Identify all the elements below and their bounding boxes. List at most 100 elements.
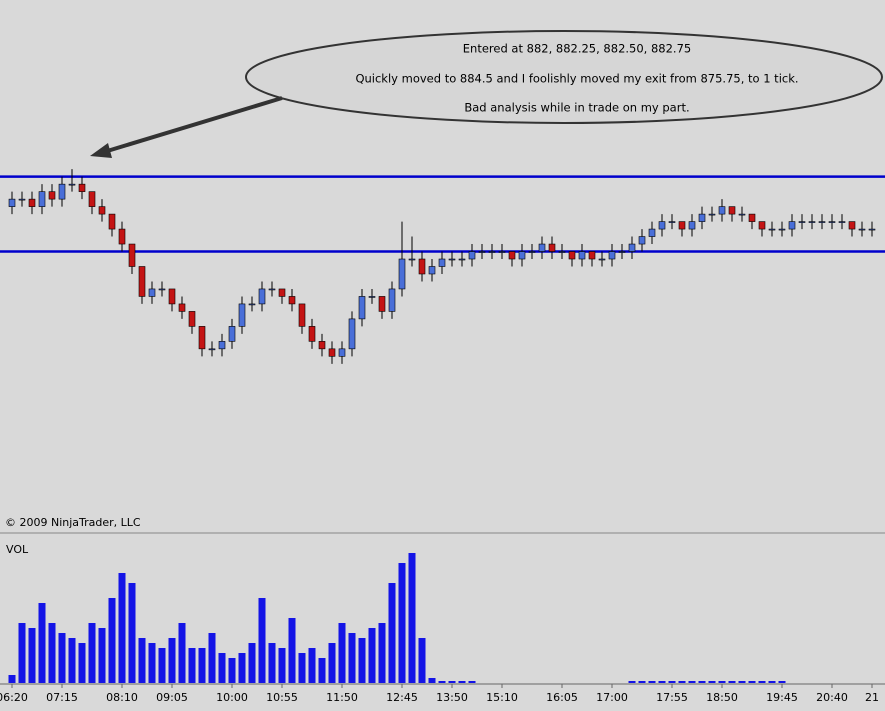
candle-body — [208, 348, 216, 351]
volume-bar — [128, 583, 136, 683]
candle-body — [488, 251, 496, 253]
candle-body — [838, 221, 846, 223]
candle-body — [318, 341, 326, 350]
candle-body — [848, 221, 856, 230]
volume-bar — [408, 553, 416, 683]
volume-bar — [698, 681, 706, 683]
candle-body — [308, 326, 316, 342]
candle-body — [708, 213, 716, 216]
candle-body — [418, 258, 426, 275]
candle-body — [758, 221, 766, 230]
candle-body — [688, 221, 696, 230]
volume-bar — [728, 681, 736, 683]
candle-body — [398, 258, 406, 290]
candle-body — [518, 251, 526, 260]
volume-bar — [58, 633, 66, 683]
candle-body — [8, 198, 16, 207]
candle-body — [458, 258, 466, 261]
candle-body — [88, 191, 96, 207]
candle-body — [638, 236, 646, 245]
volume-bar — [188, 648, 196, 683]
volume-bar — [768, 681, 776, 683]
x-tick-label: 21 — [865, 691, 879, 704]
candle-body — [768, 228, 776, 231]
x-tick-label: 19:45 — [766, 691, 798, 704]
volume-bar — [778, 681, 786, 683]
volume-bar — [348, 633, 356, 683]
candle-body — [218, 341, 226, 350]
candle-body — [528, 251, 536, 253]
candle-body — [78, 183, 86, 192]
candle-body — [608, 251, 616, 260]
x-tick-label: 18:50 — [706, 691, 738, 704]
candle-body — [58, 183, 66, 200]
candle-body — [478, 251, 486, 253]
volume-bar — [648, 681, 656, 683]
volume-bar — [158, 648, 166, 683]
candle-body — [538, 243, 546, 252]
candle-body — [98, 206, 106, 215]
volume-bar — [458, 681, 466, 683]
candle-body — [278, 288, 286, 297]
x-tick-label: 10:55 — [266, 691, 298, 704]
volume-bar — [638, 681, 646, 683]
x-tick-label: 20:40 — [816, 691, 848, 704]
volume-bar — [38, 603, 46, 683]
annotation-line: Bad analysis while in trade on my part. — [464, 101, 689, 115]
candle-body — [238, 303, 246, 327]
volume-bar — [398, 563, 406, 683]
candle-body — [648, 228, 656, 237]
volume-bar — [278, 648, 286, 683]
volume-bar — [468, 681, 476, 683]
volume-bar — [268, 643, 276, 683]
candle-body — [628, 243, 636, 252]
candle-body — [618, 251, 626, 253]
plot: 06:20 07:15 08:10 09:05 10:00 10:55 11:50 12:45… — [0, 169, 885, 704]
candle-body — [698, 213, 706, 222]
candle-body — [508, 251, 516, 260]
volume-bar — [178, 623, 186, 683]
candle-body — [808, 221, 816, 223]
candle-body — [268, 288, 276, 291]
candle-body — [438, 258, 446, 267]
candle-body — [378, 296, 386, 312]
candle-body — [858, 228, 866, 231]
volume-bar — [248, 643, 256, 683]
volume-bar — [298, 653, 306, 683]
candle-body — [668, 221, 676, 223]
volume-bar — [168, 638, 176, 683]
x-tick-label: 08:10 — [106, 691, 138, 704]
annotation-line: Entered at 882, 882.25, 882.50, 882.75 — [463, 42, 691, 56]
volume-bar — [628, 681, 636, 683]
volume-bar — [738, 681, 746, 683]
x-tick-label: 13:50 — [436, 691, 468, 704]
volume-bar — [448, 681, 456, 683]
volume-bar — [438, 681, 446, 683]
annotation-line: Quickly moved to 884.5 and I foolishly m… — [355, 72, 798, 86]
candle-body — [658, 221, 666, 230]
candle-body — [828, 221, 836, 223]
x-tick-label: 17:55 — [656, 691, 688, 704]
candle-body — [428, 266, 436, 275]
candle-body — [258, 288, 266, 305]
candle-body — [718, 206, 726, 215]
candle-body — [358, 296, 366, 320]
candle-body — [178, 303, 186, 312]
candle-body — [68, 183, 76, 186]
candle-body — [198, 326, 206, 350]
x-tick-label: 15:10 — [486, 691, 518, 704]
x-tick-label: 16:05 — [546, 691, 578, 704]
candle-body — [28, 198, 36, 207]
candle-body — [728, 206, 736, 215]
volume-bar — [108, 598, 116, 683]
x-tick-label: 06:20 — [0, 691, 28, 704]
volume-bar — [68, 638, 76, 683]
x-tick-label: 09:05 — [156, 691, 188, 704]
candle-body — [338, 348, 346, 357]
candle-body — [818, 221, 826, 223]
candle-body — [748, 213, 756, 222]
candle-body — [48, 191, 56, 200]
volume-bar — [668, 681, 676, 683]
candle-body — [368, 296, 376, 298]
